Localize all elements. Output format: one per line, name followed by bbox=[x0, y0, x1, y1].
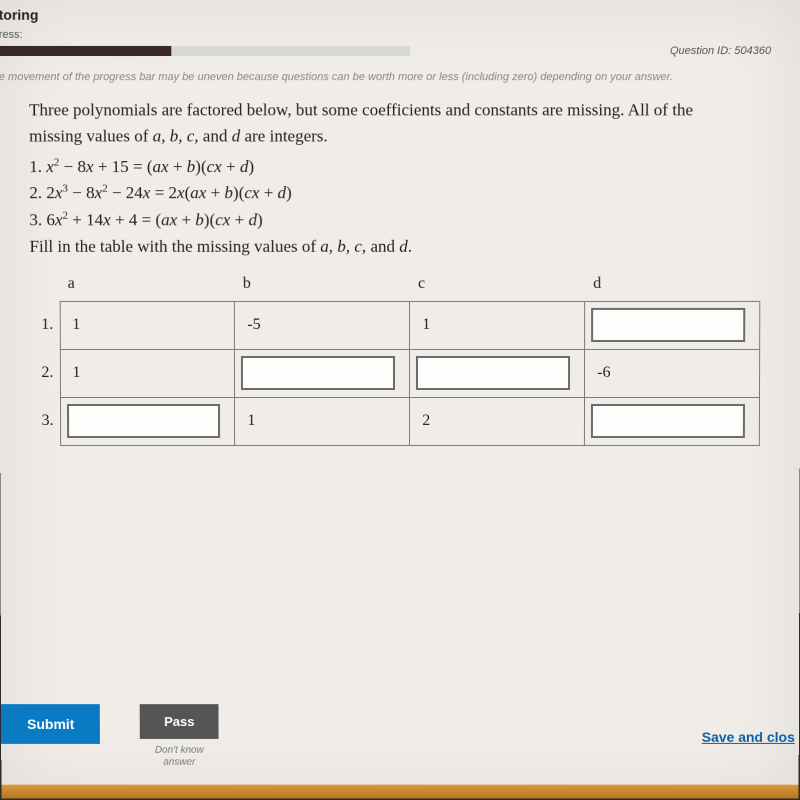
answer-input[interactable] bbox=[591, 308, 745, 342]
answer-input[interactable] bbox=[67, 404, 221, 438]
pass-button[interactable]: Pass bbox=[140, 704, 218, 739]
table-cell: -5 bbox=[235, 301, 410, 349]
table-cell: 1 bbox=[60, 349, 235, 397]
col-header-b: b bbox=[235, 271, 410, 297]
table-cell: 2 bbox=[410, 397, 585, 445]
question-id: Question ID: 504360 bbox=[670, 45, 771, 57]
answer-table: 1.1-512.1-63.12 bbox=[30, 301, 761, 446]
progress-bar bbox=[0, 46, 410, 56]
row-number: 3. bbox=[30, 397, 60, 445]
table-row: 1. 1 -5 1 bbox=[30, 301, 760, 349]
fill-instruction: Fill in the table with the missing value… bbox=[29, 236, 770, 256]
helper-text: e movement of the progress bar may be un… bbox=[0, 71, 800, 83]
col-header-d: d bbox=[585, 271, 760, 297]
cell-value: 1 bbox=[66, 364, 80, 381]
cell-value: -5 bbox=[241, 316, 260, 333]
cell-value: -6 bbox=[591, 364, 610, 381]
table-cell: 1 bbox=[410, 301, 585, 349]
table-cell bbox=[60, 397, 235, 445]
cell-value: 1 bbox=[416, 316, 430, 333]
table-header-row: a b c d bbox=[30, 271, 761, 297]
row-number: 1. bbox=[30, 301, 60, 349]
cell-value: 2 bbox=[416, 412, 430, 429]
answer-input[interactable] bbox=[591, 404, 745, 438]
submit-button[interactable]: Submit bbox=[1, 704, 100, 744]
table-row: 2. 1 -6 bbox=[30, 349, 760, 397]
equation-2: 2. 2x3 − 8x2 − 24x = 2x(ax + b)(cx + d) bbox=[29, 183, 770, 204]
table-cell: -6 bbox=[585, 349, 760, 397]
table-cell: 1 bbox=[235, 397, 410, 445]
answer-input[interactable] bbox=[416, 356, 570, 390]
table-cell bbox=[235, 349, 410, 397]
save-close-link[interactable]: Save and clos bbox=[702, 729, 795, 745]
intro-line-1: Three polynomials are factored below, bu… bbox=[29, 100, 693, 119]
table-cell bbox=[410, 349, 585, 397]
progress-fill bbox=[0, 46, 172, 56]
table-cell bbox=[585, 301, 760, 349]
cell-value: 1 bbox=[241, 412, 255, 429]
cell-value: 1 bbox=[66, 316, 80, 333]
table-cell bbox=[585, 397, 760, 445]
equation-3: 3. 6x2 + 14x + 4 = (ax + b)(cx + d) bbox=[29, 210, 770, 231]
equation-list: 1. x2 − 8x + 15 = (ax + b)(cx + d) 2. 2x… bbox=[29, 156, 771, 230]
laptop-bezel bbox=[1, 785, 798, 799]
progress-label: ress: bbox=[0, 29, 800, 41]
equation-1: 1. x2 − 8x + 15 = (ax + b)(cx + d) bbox=[29, 156, 771, 177]
col-header-c: c bbox=[410, 271, 585, 297]
row-number: 2. bbox=[30, 349, 60, 397]
table-row: 3.12 bbox=[30, 397, 760, 445]
question-intro: Three polynomials are factored below, bu… bbox=[29, 97, 771, 150]
col-header-a: a bbox=[60, 271, 235, 297]
dont-know-label: Don't knowanswer bbox=[140, 745, 218, 769]
table-cell: 1 bbox=[60, 301, 235, 349]
page-title: toring bbox=[0, 7, 800, 23]
intro-line-2: missing values of a, b, c, and d are int… bbox=[29, 127, 328, 146]
answer-input[interactable] bbox=[241, 356, 395, 390]
